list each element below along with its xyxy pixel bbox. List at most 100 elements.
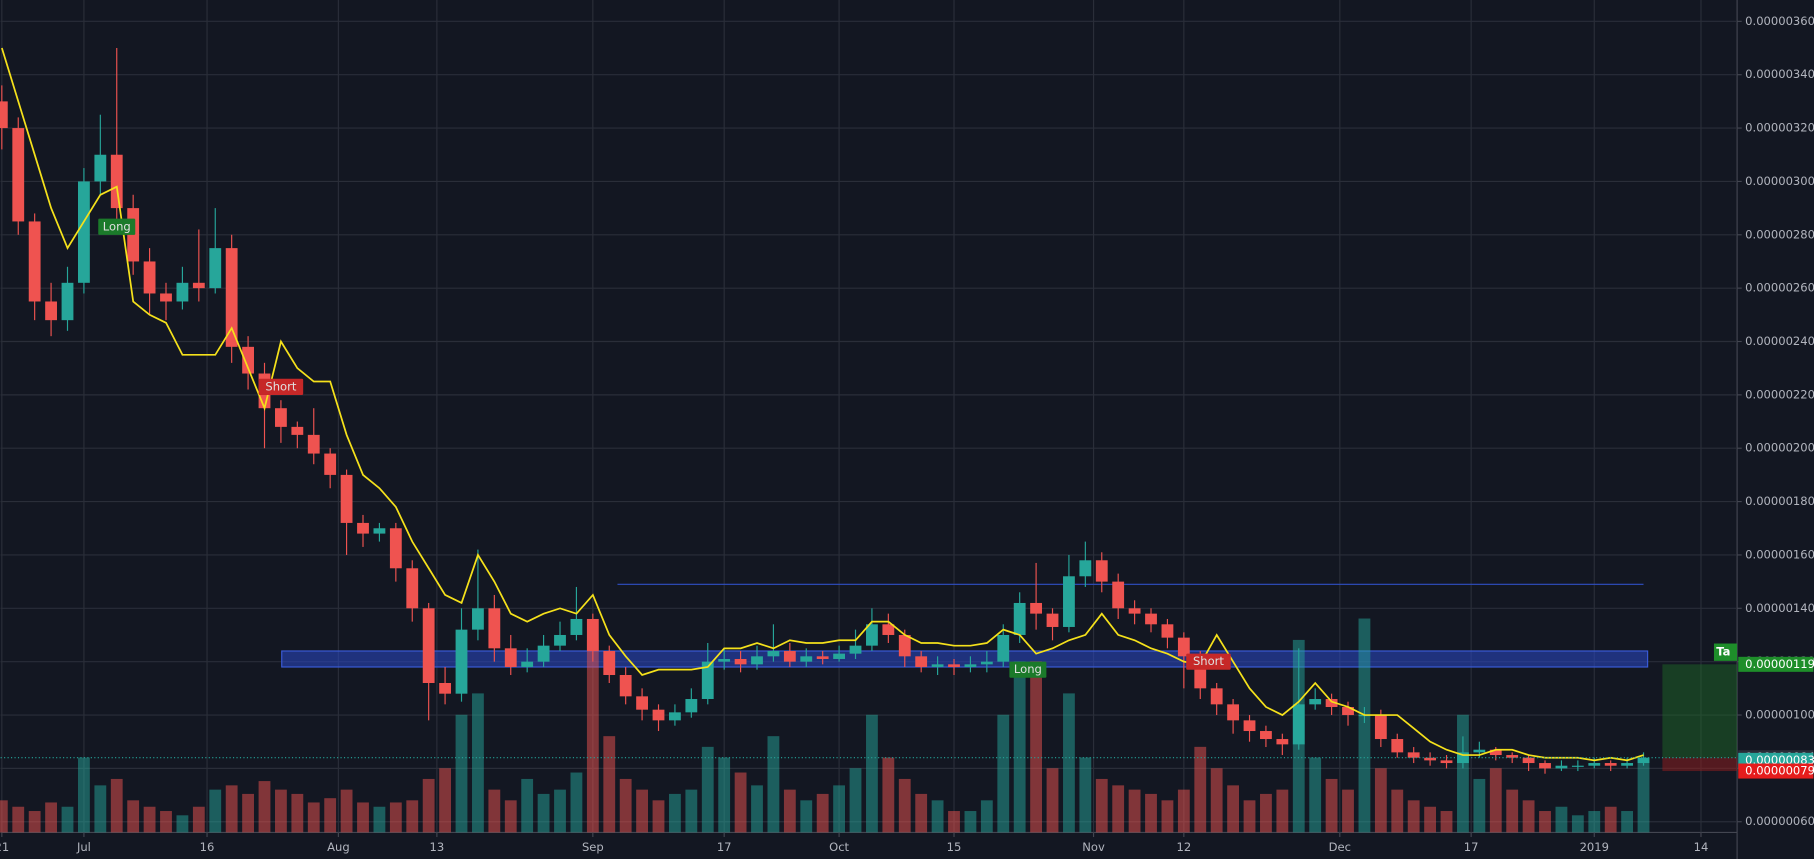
x-tick-label: Aug [327,840,350,854]
volume-bar [488,789,501,833]
volume-bar [504,800,517,833]
position-badge [1713,643,1738,661]
volume-bar [1374,768,1387,833]
candle-body [948,664,960,667]
volume-bar [734,772,747,833]
x-tick-label: 14 [1694,840,1709,854]
candle-body [1325,699,1338,708]
volume-bar [275,789,287,833]
volume-bar [619,778,632,833]
y-tick-label: 0.00000060 [1745,814,1814,828]
volume-bar [882,757,895,833]
candle-body [340,474,353,523]
volume-bar [455,714,468,833]
candle-body [275,408,287,427]
candle-body [1095,560,1108,582]
candle-body [209,248,222,289]
volume-bar [1440,811,1453,833]
signal-label: Short [1193,654,1224,668]
candle-body [192,282,205,289]
candle-body [422,608,435,684]
y-tick-label: 0.00000300 [1745,174,1814,188]
candle-body [718,658,731,662]
volume-bar [357,802,369,833]
candle-body [45,301,57,321]
x-tick-label: 17 [1464,840,1479,854]
volume-bar [1128,789,1141,833]
volume-bar [1637,757,1650,833]
candle-body [866,624,878,646]
candle-body [1145,613,1157,625]
volume-bar [685,789,698,833]
volume-bar [898,778,911,833]
candle-body [1621,763,1634,766]
y-tick-label: 0.00000140 [1745,601,1814,615]
candle-body [1177,637,1190,657]
volume-bar [28,811,41,833]
candle-body [833,653,846,659]
y-tick-label: 0.00000340 [1745,67,1814,81]
y-tick-label: 0.00000240 [1745,334,1814,348]
volume-bar [61,806,74,833]
candle-body [1046,613,1059,627]
volume-bar [636,789,648,833]
volume-bar [1145,793,1157,833]
volume-bar [45,802,57,833]
signal-badge [98,218,136,235]
volume-bar [373,806,386,833]
volume-bar [1522,800,1535,833]
candle-body [537,645,550,662]
volume-bar [718,757,731,833]
candle-body [915,656,928,667]
candle-body [1309,699,1322,705]
candle-body [1604,763,1617,766]
candle-body [1407,752,1420,758]
candle-body [603,650,616,675]
volume-bar [110,778,123,833]
volume-bar [0,800,8,833]
candle-body [176,282,189,302]
x-tick-label: 21 [0,840,9,854]
y-tick-label: 0.00000280 [1745,227,1814,241]
volume-bar [94,785,107,833]
volume-bar [143,806,156,833]
volume-bar [783,789,796,833]
volume-bar [1063,693,1075,833]
candle-body [110,154,123,209]
volume-bar [324,798,337,833]
volume-bar [160,811,172,833]
volume-bar [1342,789,1354,833]
candle-body [1243,720,1256,732]
volume-bar [997,714,1010,833]
x-tick-label: 16 [200,840,215,854]
volume-bar [78,757,90,833]
candle-body [1588,763,1601,766]
volume-bar [1260,793,1272,833]
volume-bar [751,785,763,833]
candle-body [1571,765,1584,767]
candle-body [1227,704,1240,721]
volume-bar [603,736,616,833]
candle-body [488,608,501,649]
volume-bar [964,811,977,833]
volume-bar [406,800,419,833]
volume-bar [307,802,320,833]
candle-body [1506,755,1519,758]
candle-body [652,709,665,721]
y-tick-label: 0.00000200 [1745,441,1814,455]
candle-body [61,282,74,321]
candle-body [504,648,517,667]
x-tick-label: Oct [829,840,849,854]
volume-bar [849,768,862,833]
volume-bar [1621,811,1634,833]
candle-body [143,261,156,294]
candle-body [816,656,829,659]
y-tick-label: 0.00000260 [1745,281,1814,295]
volume-bar [1325,778,1338,833]
volume-bar [1079,757,1092,833]
position-label: Ta [1716,645,1730,659]
price-badge [1738,656,1814,672]
volume-bar [1013,661,1026,833]
x-tick-label: Dec [1329,840,1351,854]
candle-body [570,618,583,635]
